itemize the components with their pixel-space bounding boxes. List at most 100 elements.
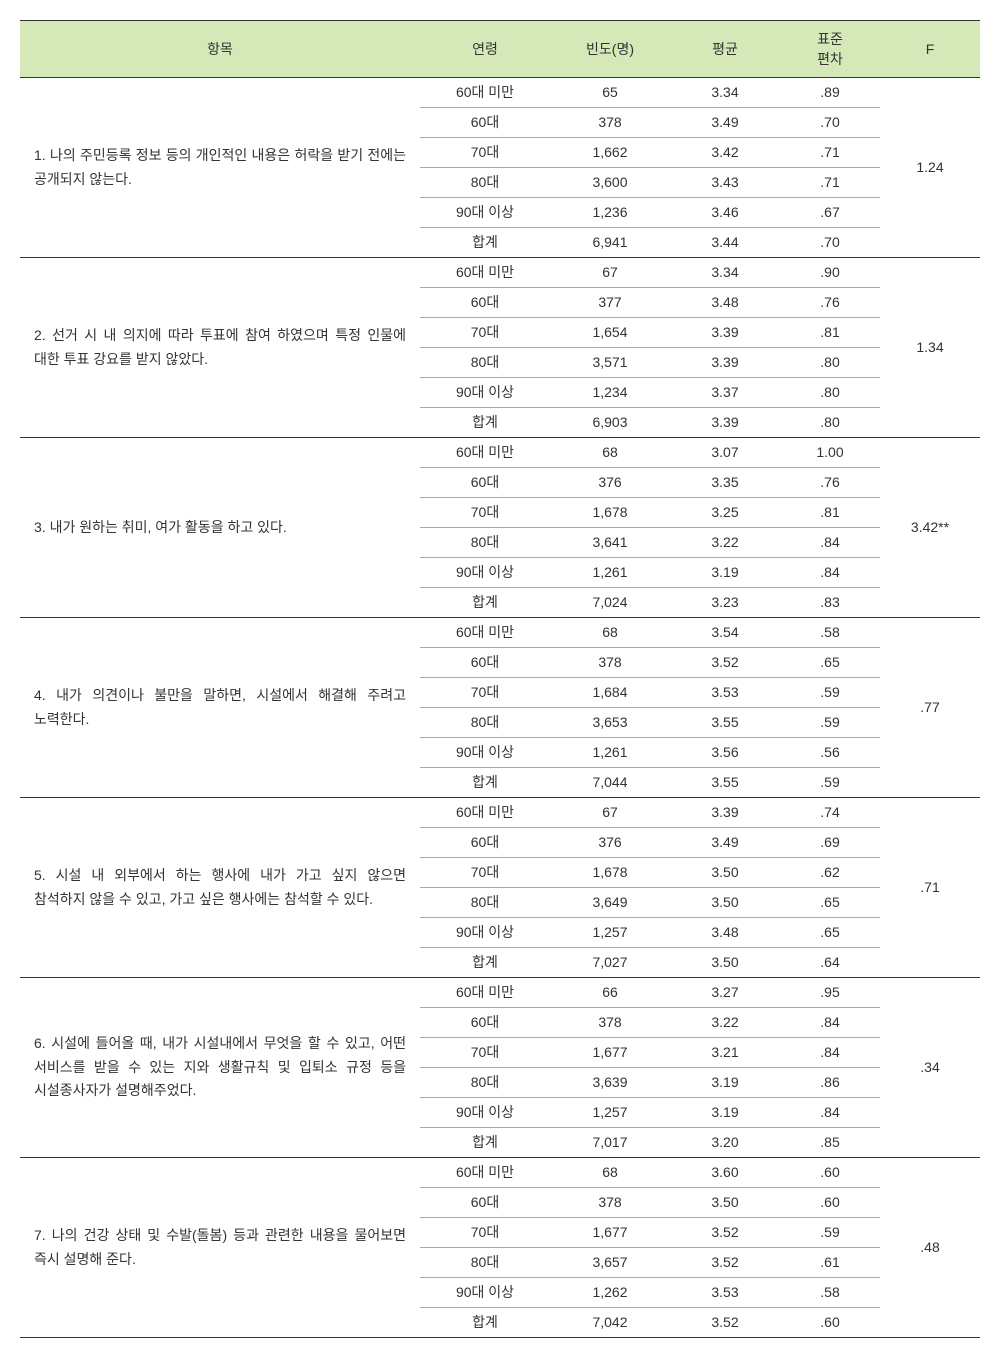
mean-cell: 3.46 <box>670 198 780 228</box>
std-cell: .95 <box>780 978 880 1008</box>
std-cell: .83 <box>780 588 880 618</box>
age-cell: 70대 <box>420 318 550 348</box>
freq-cell: 68 <box>550 438 670 468</box>
freq-cell: 66 <box>550 978 670 1008</box>
freq-cell: 378 <box>550 648 670 678</box>
f-value-cell: .77 <box>880 618 980 798</box>
age-cell: 90대 이상 <box>420 918 550 948</box>
mean-cell: 3.34 <box>670 78 780 108</box>
mean-cell: 3.52 <box>670 1308 780 1338</box>
freq-cell: 1,678 <box>550 498 670 528</box>
item-label: 5. 시설 내 외부에서 하는 행사에 내가 가고 싶지 않으면 참석하지 않을… <box>20 798 420 978</box>
std-cell: .86 <box>780 1068 880 1098</box>
age-cell: 80대 <box>420 168 550 198</box>
std-cell: .90 <box>780 258 880 288</box>
std-cell: .84 <box>780 1038 880 1068</box>
mean-cell: 3.27 <box>670 978 780 1008</box>
freq-cell: 68 <box>550 1158 670 1188</box>
item-label: 3. 내가 원하는 취미, 여가 활동을 하고 있다. <box>20 438 420 618</box>
freq-cell: 3,649 <box>550 888 670 918</box>
std-cell: .81 <box>780 498 880 528</box>
col-header-freq: 빈도(명) <box>550 21 670 78</box>
f-value-cell: 3.42** <box>880 438 980 618</box>
freq-cell: 3,657 <box>550 1248 670 1278</box>
mean-cell: 3.23 <box>670 588 780 618</box>
mean-cell: 3.50 <box>670 888 780 918</box>
std-cell: .65 <box>780 648 880 678</box>
freq-cell: 3,639 <box>550 1068 670 1098</box>
freq-cell: 378 <box>550 1188 670 1218</box>
item-label: 4. 내가 의견이나 불만을 말하면, 시설에서 해결해 주려고 노력한다. <box>20 618 420 798</box>
std-cell: .56 <box>780 738 880 768</box>
freq-cell: 1,234 <box>550 378 670 408</box>
mean-cell: 3.20 <box>670 1128 780 1158</box>
mean-cell: 3.44 <box>670 228 780 258</box>
std-cell: .84 <box>780 1008 880 1038</box>
age-cell: 합계 <box>420 1308 550 1338</box>
table-row: 1. 나의 주민등록 정보 등의 개인적인 내용은 허락을 받기 전에는 공개되… <box>20 78 980 108</box>
freq-cell: 3,653 <box>550 708 670 738</box>
mean-cell: 3.39 <box>670 348 780 378</box>
f-value-cell: .71 <box>880 798 980 978</box>
mean-cell: 3.53 <box>670 1278 780 1308</box>
age-cell: 70대 <box>420 498 550 528</box>
mean-cell: 3.25 <box>670 498 780 528</box>
mean-cell: 3.52 <box>670 1218 780 1248</box>
mean-cell: 3.56 <box>670 738 780 768</box>
mean-cell: 3.21 <box>670 1038 780 1068</box>
age-cell: 80대 <box>420 1248 550 1278</box>
mean-cell: 3.07 <box>670 438 780 468</box>
std-cell: .62 <box>780 858 880 888</box>
std-cell: .81 <box>780 318 880 348</box>
col-header-mean: 평균 <box>670 21 780 78</box>
col-header-std: 표준 편차 <box>780 21 880 78</box>
freq-cell: 378 <box>550 1008 670 1038</box>
freq-cell: 1,678 <box>550 858 670 888</box>
f-value-cell: 1.24 <box>880 78 980 258</box>
age-cell: 90대 이상 <box>420 558 550 588</box>
std-cell: 1.00 <box>780 438 880 468</box>
age-cell: 60대 <box>420 1008 550 1038</box>
std-cell: .61 <box>780 1248 880 1278</box>
mean-cell: 3.34 <box>670 258 780 288</box>
std-cell: .74 <box>780 798 880 828</box>
std-cell: .67 <box>780 198 880 228</box>
statistics-table: 항목 연령 빈도(명) 평균 표준 편차 F 1. 나의 주민등록 정보 등의 … <box>20 20 980 1338</box>
f-value-cell: 1.34 <box>880 258 980 438</box>
freq-cell: 376 <box>550 468 670 498</box>
freq-cell: 67 <box>550 798 670 828</box>
freq-cell: 6,903 <box>550 408 670 438</box>
mean-cell: 3.22 <box>670 528 780 558</box>
mean-cell: 3.52 <box>670 1248 780 1278</box>
std-cell: .80 <box>780 408 880 438</box>
std-cell: .58 <box>780 618 880 648</box>
age-cell: 60대 <box>420 288 550 318</box>
std-cell: .59 <box>780 708 880 738</box>
mean-cell: 3.19 <box>670 558 780 588</box>
mean-cell: 3.55 <box>670 768 780 798</box>
mean-cell: 3.48 <box>670 918 780 948</box>
mean-cell: 3.19 <box>670 1068 780 1098</box>
age-cell: 90대 이상 <box>420 1278 550 1308</box>
std-cell: .84 <box>780 558 880 588</box>
freq-cell: 7,024 <box>550 588 670 618</box>
freq-cell: 1,261 <box>550 738 670 768</box>
std-cell: .84 <box>780 1098 880 1128</box>
age-cell: 70대 <box>420 1038 550 1068</box>
age-cell: 80대 <box>420 888 550 918</box>
std-cell: .60 <box>780 1308 880 1338</box>
freq-cell: 7,042 <box>550 1308 670 1338</box>
std-cell: .60 <box>780 1158 880 1188</box>
age-cell: 80대 <box>420 348 550 378</box>
mean-cell: 3.42 <box>670 138 780 168</box>
freq-cell: 1,257 <box>550 918 670 948</box>
table-row: 2. 선거 시 내 의지에 따라 투표에 참여 하였으며 특정 인물에 대한 투… <box>20 258 980 288</box>
std-cell: .76 <box>780 468 880 498</box>
age-cell: 60대 미만 <box>420 1158 550 1188</box>
mean-cell: 3.22 <box>670 1008 780 1038</box>
freq-cell: 3,641 <box>550 528 670 558</box>
table-row: 6. 시설에 들어올 때, 내가 시설내에서 무엇을 할 수 있고, 어떤 서비… <box>20 978 980 1008</box>
std-cell: .59 <box>780 768 880 798</box>
item-label: 2. 선거 시 내 의지에 따라 투표에 참여 하였으며 특정 인물에 대한 투… <box>20 258 420 438</box>
std-cell: .58 <box>780 1278 880 1308</box>
